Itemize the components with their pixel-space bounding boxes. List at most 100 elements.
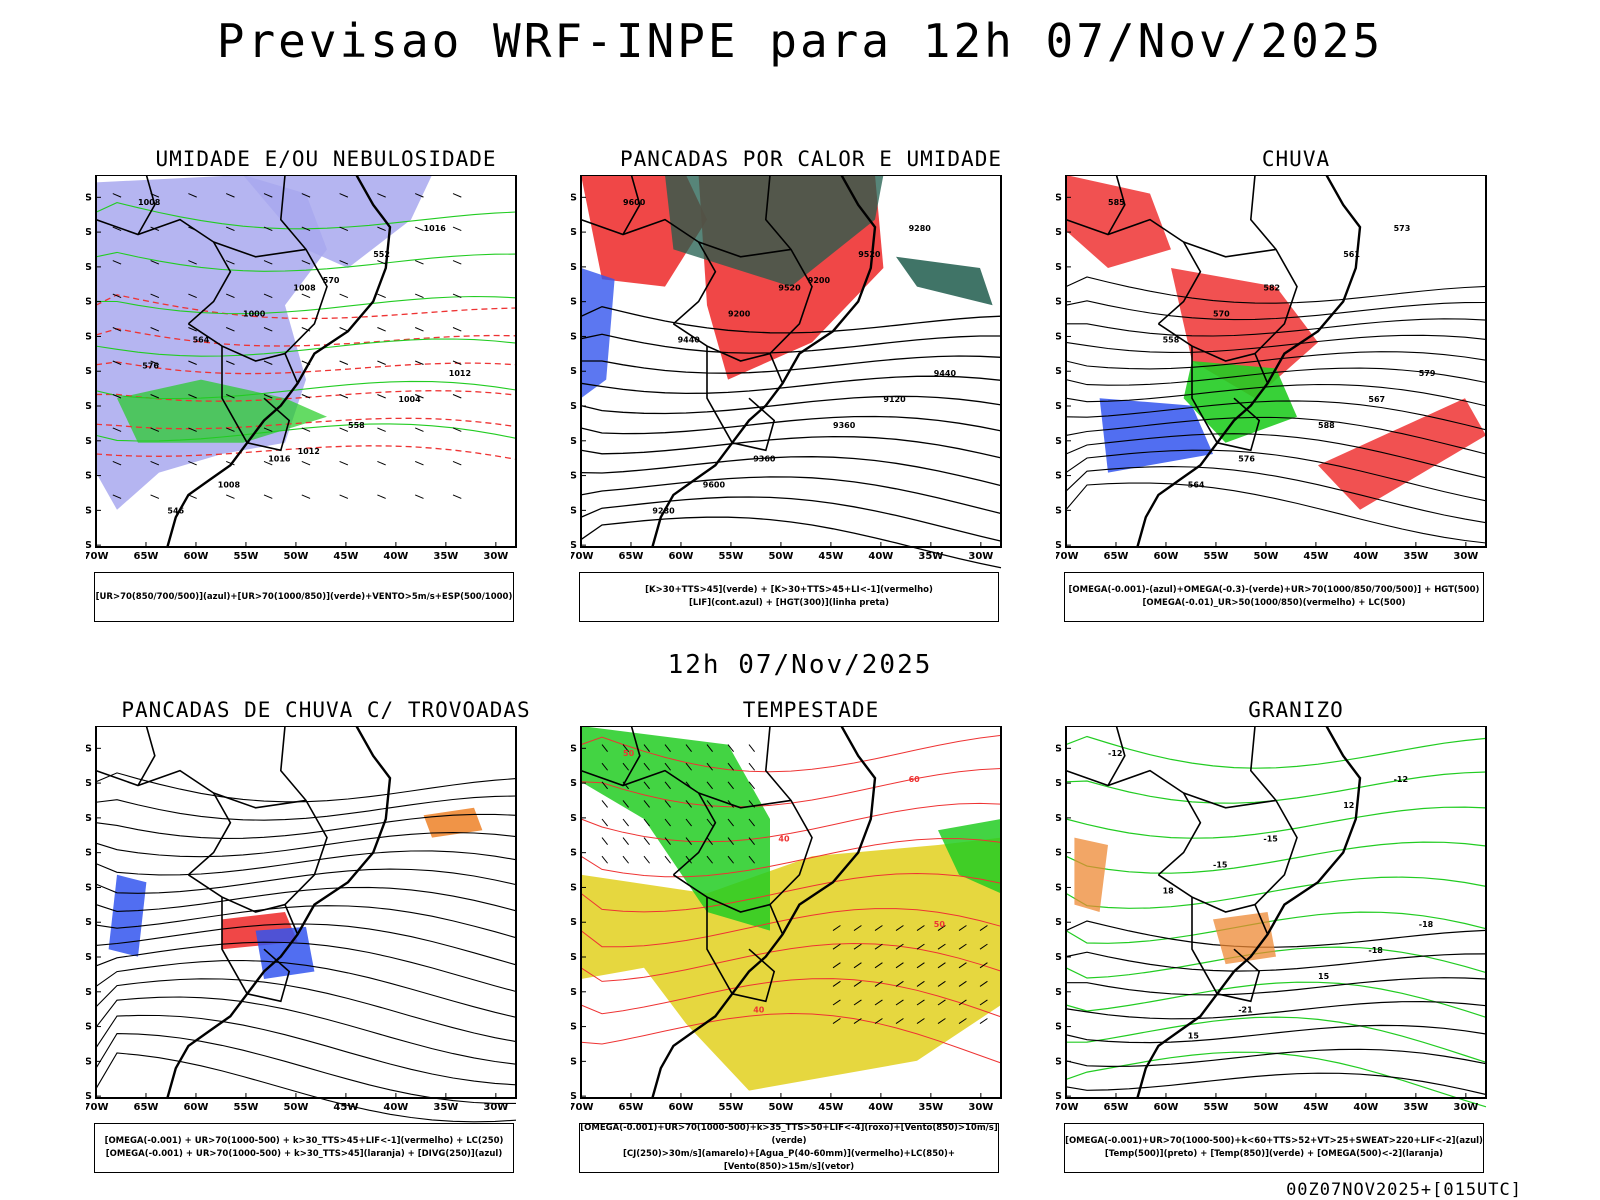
panel-legend: [OMEGA(-0.001)-(azul)+OMEGA(-0.3)-(verde… [1064, 572, 1484, 622]
contour-label: 588 [1318, 421, 1335, 430]
lat-label: 21S [1056, 848, 1062, 859]
country-border [706, 897, 733, 995]
wind-vector [979, 1018, 988, 1025]
map-granizo: -12 -15 -18 -21 -12 -15 -18 15 12 18 15 12S 15S 18S 21… [1056, 726, 1487, 1113]
lat-label: 39S [86, 1056, 92, 1067]
lat-label: 24S [86, 882, 92, 893]
panel-trovoadas: PANCADAS DE CHUVA C/ TROVOADAS 12S 15S 18S… [86, 698, 566, 1178]
wind-vector [452, 427, 462, 432]
wind-vector [226, 193, 235, 198]
contour-label: 40 [753, 1005, 765, 1014]
lon-label: 60W [668, 551, 693, 562]
contour-label: 1012 [449, 369, 471, 378]
contour-label: 1000 [243, 309, 266, 318]
wind-vector [832, 1018, 841, 1025]
wind-vector [664, 855, 671, 864]
wind-vector [895, 1018, 904, 1025]
wind-vector [377, 193, 386, 198]
height-contour [1065, 416, 1487, 455]
wind-vector [226, 460, 235, 466]
panel-pancadas-calor: PANCADAS POR CALOR E UMIDADE 9600 9520 944… [571, 147, 1051, 627]
wind-vector [112, 494, 122, 499]
country-border [137, 175, 156, 235]
country-border [764, 726, 813, 906]
lon-label: 30W [968, 551, 993, 562]
wind-vector [301, 293, 311, 299]
lon-label: 65W [619, 551, 644, 562]
wind-vector [263, 193, 273, 198]
temp500-contour [1065, 920, 1487, 948]
wind-vector [727, 762, 734, 771]
lon-label: 30W [1453, 551, 1478, 562]
wind-vector [979, 925, 988, 932]
contour-label: 579 [1419, 369, 1436, 378]
contour-label: 9360 [753, 454, 776, 463]
condensation-level-contour [580, 802, 1002, 843]
legend-line: [OMEGA(-0.001) + UR>70(1000-500) + k>30_… [104, 1136, 504, 1146]
page-title: Previsao WRF-INPE para 12h 07/Nov/2025 [216, 14, 1384, 68]
geopotential-contour [580, 415, 1002, 435]
wind-vector [301, 427, 311, 432]
wind-vector [188, 427, 197, 432]
wind-vector [112, 394, 122, 399]
lat-label: 21S [86, 848, 92, 859]
contour-label: 585 [1108, 198, 1125, 207]
legend-line: [OMEGA(-0.01)_UR>50(1000/850)(vermelho) … [1142, 598, 1406, 608]
lon-label: 60W [1153, 551, 1178, 562]
wind-vector [895, 943, 904, 950]
lon-label: 70W [571, 551, 593, 562]
panel-legend: [OMEGA(-0.001)+UR>70(1000-500)+k<60+TTS>… [1064, 1123, 1484, 1173]
temp500-contour [1065, 1072, 1487, 1096]
contour-label: 564 [193, 335, 210, 344]
contour-label: 1008 [138, 198, 161, 207]
divergence-area [108, 874, 147, 957]
thickness-contour [95, 417, 517, 430]
wind-vector [377, 427, 386, 432]
country-border [279, 726, 328, 906]
wind-vector [339, 394, 349, 399]
country-border [213, 241, 307, 258]
lon-label: 70W [86, 1102, 108, 1113]
geopotential-contour [580, 516, 1002, 569]
wind-vector [622, 744, 629, 752]
lon-label: 30W [968, 1102, 993, 1113]
wind-vector [874, 1018, 883, 1025]
panel-title: PANCADAS POR CALOR E UMIDADE [619, 147, 1002, 171]
wind-vector [452, 360, 462, 365]
jet-area [581, 837, 1001, 1091]
map-trovoadas: 12S 15S 18S 21S 24S 27S 30S 33S 36S 39S 42S70W 65W 6… [86, 726, 517, 1123]
country-border [764, 175, 813, 355]
lat-label: 39S [1056, 1056, 1062, 1067]
lat-label: 27S [571, 366, 577, 377]
wind-vector [301, 494, 311, 499]
contour-label: 9520 [778, 283, 801, 292]
legend-line: [OMEGA(-0.001)+UR>70(1000-500)+k>35_TTS>… [580, 1123, 998, 1146]
map-frame [95, 726, 517, 1099]
wind-vector [937, 962, 946, 969]
country-border [221, 346, 248, 444]
country-border [1107, 726, 1126, 786]
wind-vector [339, 360, 349, 365]
contour-label: 1016 [424, 224, 447, 233]
lon-label: 50W [1253, 1102, 1278, 1113]
wind-vector [339, 427, 349, 432]
contour-label: 1008 [218, 480, 241, 489]
contour-label: 9360 [833, 421, 856, 430]
contour-label: -18 [1368, 946, 1383, 955]
wind-vector [664, 744, 671, 752]
wind-vector [415, 260, 424, 265]
condensation-level-contour [580, 942, 1002, 982]
lat-label: 24S [1056, 882, 1062, 893]
lat-label: 33S [571, 987, 577, 998]
wind-vector [339, 226, 349, 232]
wind-vector [150, 260, 160, 265]
wind-vector [685, 800, 692, 808]
wind-vector [339, 460, 349, 466]
wind-vector [685, 837, 692, 845]
lon-label: 45W [818, 551, 843, 562]
wind-vector [958, 925, 967, 932]
wind-vector [748, 837, 755, 845]
contour-label: 558 [1163, 335, 1180, 344]
lat-label: 21S [86, 297, 92, 308]
wind-vector [685, 818, 692, 827]
